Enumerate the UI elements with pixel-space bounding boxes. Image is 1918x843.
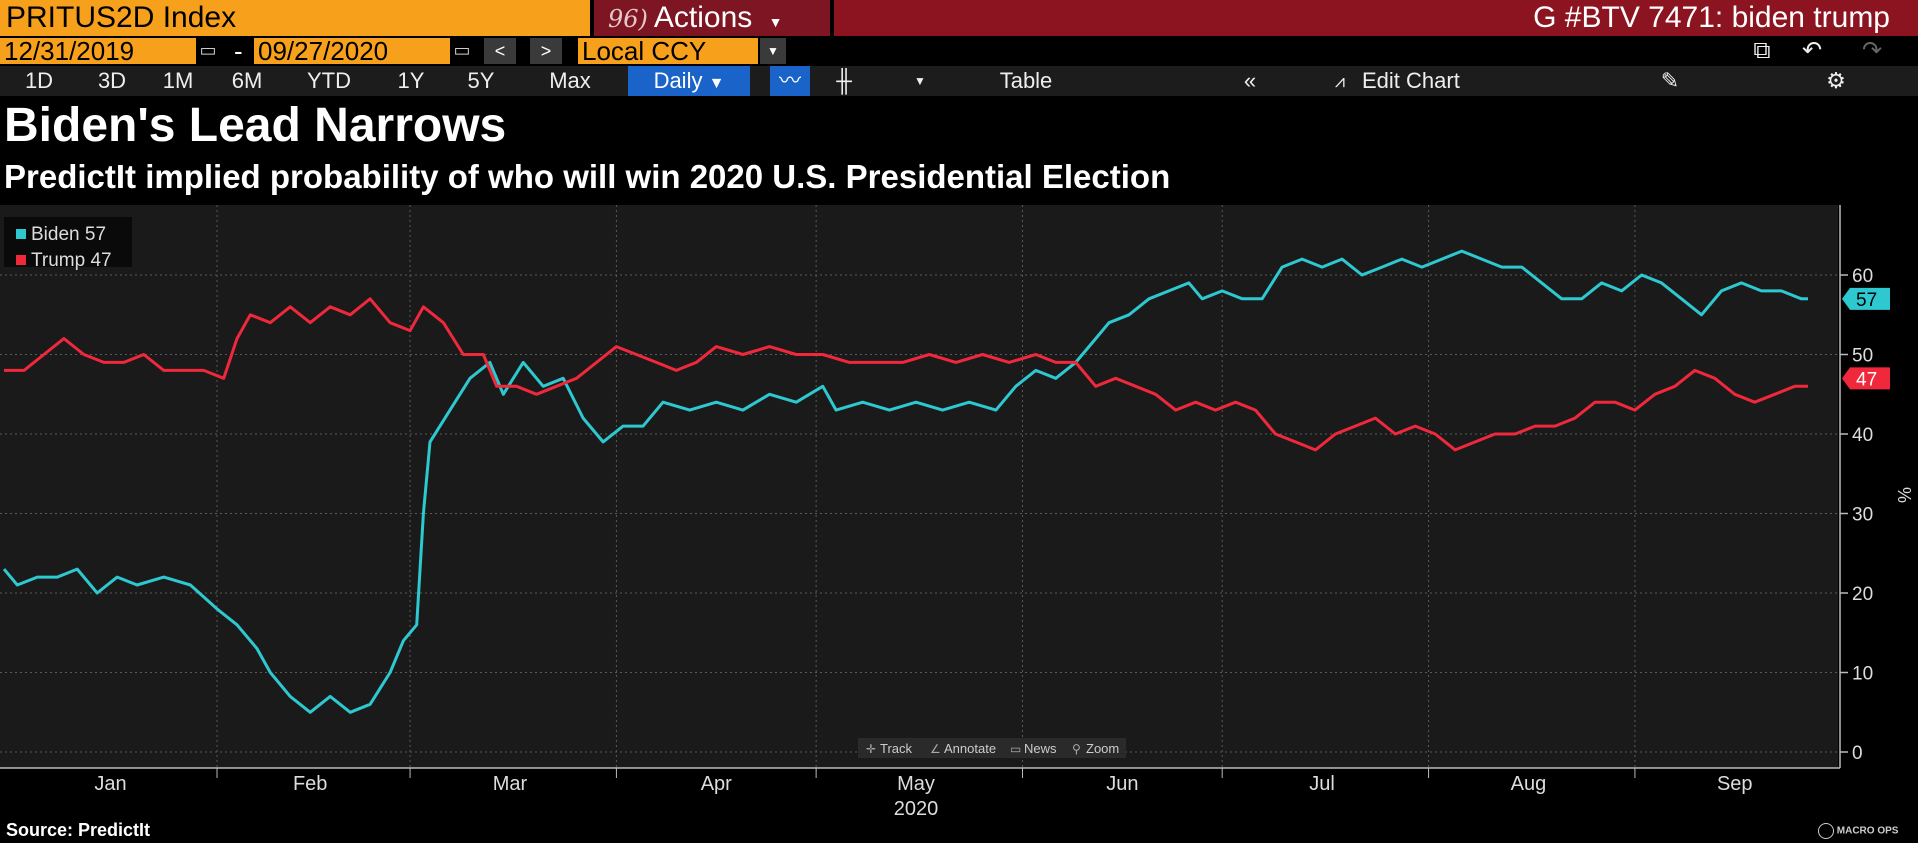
next-period-button[interactable]: > bbox=[530, 38, 562, 64]
line-chart-icon[interactable]: 〰 bbox=[770, 66, 810, 96]
period-3d-button[interactable]: 3D bbox=[80, 66, 144, 96]
dropdown-icon[interactable]: ▼ bbox=[760, 38, 786, 64]
news-icon: ▭ bbox=[1010, 742, 1021, 756]
period-ytd-button[interactable]: YTD bbox=[284, 66, 374, 96]
pencil-icon[interactable]: ✎ bbox=[1650, 66, 1690, 96]
x-tick-label: Feb bbox=[293, 773, 327, 795]
redo-icon[interactable]: ↷ bbox=[1861, 37, 1883, 64]
edit-chart-button[interactable]: Edit Chart bbox=[1362, 66, 1552, 96]
logo-icon bbox=[1818, 823, 1834, 839]
last-value-tag-trump bbox=[1842, 367, 1890, 390]
actions-number: 96) bbox=[608, 5, 648, 33]
dropdown-icon[interactable]: ▼ bbox=[880, 66, 960, 96]
chart-tool-news[interactable]: News bbox=[1024, 741, 1057, 756]
edit-chart-icon: ⩘ bbox=[1320, 66, 1360, 96]
x-tick-label: Apr bbox=[701, 773, 732, 795]
last-value-label-biden: 57 bbox=[1856, 290, 1877, 311]
source-note: Source: PredictIt bbox=[6, 820, 151, 840]
track-icon: ✛ bbox=[866, 742, 876, 756]
y-tick-label: 40 bbox=[1852, 425, 1873, 446]
actions-label: Actions bbox=[653, 1, 753, 34]
actions-menu-button[interactable]: 96) Actions ▼ bbox=[594, 0, 830, 36]
series-line-biden[interactable] bbox=[2, 249, 1808, 714]
y-tick-label: 50 bbox=[1852, 346, 1873, 367]
calendar-icon[interactable]: ▭ bbox=[199, 40, 217, 60]
collapse-icon[interactable]: « bbox=[1230, 66, 1270, 96]
last-value-tag-biden bbox=[1842, 287, 1890, 310]
frequency-label: Daily bbox=[653, 68, 703, 93]
dropdown-icon: ▼ bbox=[768, 14, 783, 30]
period-6m-button[interactable]: 6M bbox=[212, 66, 282, 96]
y-tick-label: 0 bbox=[1852, 743, 1863, 764]
x-tick-label: May bbox=[897, 773, 935, 795]
calendar-icon[interactable]: ▭ bbox=[453, 40, 471, 60]
undo-icon[interactable]: ↶ bbox=[1801, 37, 1823, 64]
start-date-input[interactable]: 12/31/2019 bbox=[0, 38, 196, 64]
plot-area bbox=[0, 205, 1838, 768]
gear-icon[interactable]: ⚙ bbox=[1816, 66, 1856, 96]
y-axis-label: % bbox=[1894, 487, 1914, 503]
chart-subtitle: PredictIt implied probability of who wil… bbox=[4, 158, 1171, 195]
zoom-icon: ⚲ bbox=[1072, 742, 1081, 756]
currency-select[interactable]: Local CCY bbox=[578, 38, 758, 64]
table-button[interactable]: Table bbox=[964, 66, 1088, 96]
period-1m-button[interactable]: 1M bbox=[146, 66, 210, 96]
annotate-icon: ∠ bbox=[930, 742, 941, 756]
period-5y-button[interactable]: 5Y bbox=[448, 66, 514, 96]
legend-swatch-biden bbox=[16, 229, 26, 239]
x-year-label: 2020 bbox=[894, 798, 939, 820]
x-tick-label: Jul bbox=[1309, 773, 1335, 795]
period-1y-button[interactable]: 1Y bbox=[376, 66, 446, 96]
prev-period-button[interactable]: < bbox=[484, 38, 516, 64]
x-tick-label: Aug bbox=[1511, 773, 1547, 795]
period-1d-button[interactable]: 1D bbox=[0, 66, 78, 96]
bar-chart-icon[interactable]: ╫ bbox=[814, 66, 874, 96]
chart-tool-annotate[interactable]: Annotate bbox=[944, 741, 996, 756]
line-chart[interactable]: 0 10 20 30 40 50 60% Jan Feb Mar Apr May Jun Jul Aug Se… bbox=[0, 205, 1918, 820]
x-tick-label: Mar bbox=[493, 773, 528, 795]
legend-swatch-trump bbox=[16, 255, 26, 265]
legend-label-trump: Trump 47 bbox=[31, 250, 112, 271]
screen-icon[interactable]: ⧉ bbox=[1753, 37, 1771, 64]
ticker-label: PRITUS2D Index bbox=[6, 1, 237, 34]
y-tick-label: 20 bbox=[1852, 584, 1873, 605]
date-separator: - bbox=[234, 36, 243, 66]
dropdown-icon: ▼ bbox=[708, 75, 725, 92]
x-tick-label: Sep bbox=[1717, 773, 1753, 795]
chart-tool-track[interactable]: Track bbox=[880, 741, 913, 756]
chart-title: Biden's Lead Narrows bbox=[4, 99, 507, 152]
macro-ops-logo: MACRO OPS bbox=[1818, 823, 1914, 841]
chart-tools-bar bbox=[858, 738, 1126, 758]
chart-tool-zoom[interactable]: Zoom bbox=[1086, 741, 1119, 756]
command-bar bbox=[834, 0, 1918, 36]
ticker-field[interactable]: PRITUS2D Index bbox=[0, 0, 590, 36]
frequency-select[interactable]: Daily ▼ bbox=[628, 66, 750, 96]
y-tick-label: 30 bbox=[1852, 505, 1873, 526]
legend-label-biden: Biden 57 bbox=[31, 224, 106, 245]
logo-text: MACRO OPS bbox=[1836, 825, 1899, 837]
end-date-input[interactable]: 09/27/2020 bbox=[254, 38, 450, 64]
y-tick-label: 60 bbox=[1852, 266, 1873, 287]
last-value-label-trump: 47 bbox=[1856, 369, 1877, 390]
series-line-trump[interactable] bbox=[4, 297, 1808, 452]
x-tick-label: Jun bbox=[1106, 773, 1138, 795]
command-text: G #BTV 7471: biden trump bbox=[1533, 1, 1890, 34]
y-tick-label: 10 bbox=[1852, 664, 1873, 685]
period-max-button[interactable]: Max bbox=[516, 66, 624, 96]
x-tick-label: Jan bbox=[94, 773, 126, 795]
